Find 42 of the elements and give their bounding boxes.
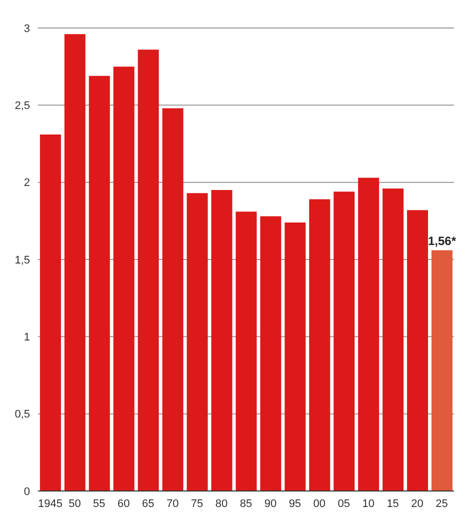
bar [236,212,257,491]
bar [186,193,208,491]
y-tick-label: 0 [24,486,30,498]
bar [260,216,282,491]
x-tick-label: 25 [436,498,448,510]
y-tick-label: 2 [24,177,30,190]
y-tick-label: 2,5 [14,100,30,112]
bar [88,76,110,491]
x-tick-label: 75 [190,498,204,510]
x-tick-label: 90 [264,498,277,510]
bar [113,66,134,491]
x-tick-label: 85 [240,498,252,510]
x-tick-label: 65 [142,498,154,510]
y-tick-label: 1 [24,332,30,344]
bar [284,222,306,491]
y-tick-label: 3 [24,22,30,35]
bar [334,192,355,491]
y-tick-label: 1,5 [14,254,30,266]
y-tick-label: 0,5 [14,408,30,421]
x-tick-label: 05 [338,498,350,510]
bar [64,34,86,491]
x-tick-label: 15 [386,498,399,510]
x-tick-label: 80 [215,498,228,510]
x-tick-label: 10 [362,498,374,510]
x-tick-label: 50 [68,498,81,510]
bar [358,178,380,491]
x-tick-label: 95 [288,498,302,510]
bar [382,188,404,491]
x-tick-label: 20 [411,498,424,510]
data-label: 1,56* [428,234,456,248]
x-tick-label: 55 [93,498,106,510]
bar [162,108,184,491]
x-tick-label: 60 [118,498,130,510]
x-tick-label: 1945 [38,498,62,510]
bar [138,50,159,491]
bar [211,190,232,491]
bar [40,134,61,491]
bar [431,250,452,491]
x-tick-label: 00 [313,498,326,510]
bar [407,210,428,491]
bar [309,199,330,491]
x-tick-label: 70 [166,498,179,510]
